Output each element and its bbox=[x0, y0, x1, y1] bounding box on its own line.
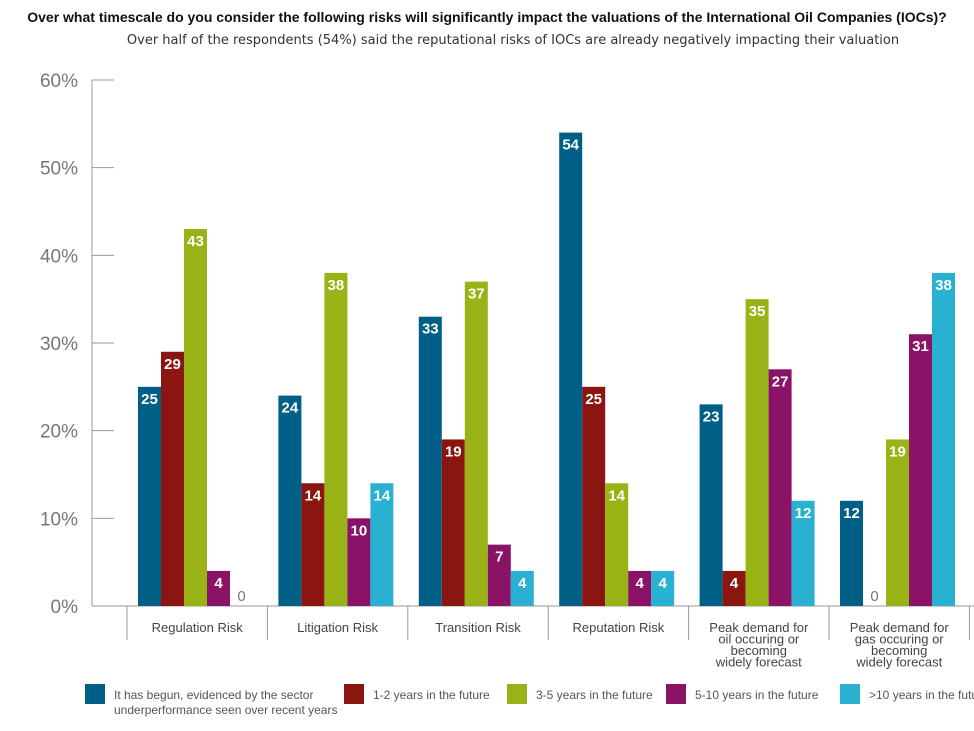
data-label: 4 bbox=[659, 575, 668, 592]
legend-label: 3-5 years in the future bbox=[536, 688, 653, 702]
legend-label: >10 years in the future bbox=[869, 688, 974, 702]
data-label: 31 bbox=[912, 338, 929, 355]
data-label: 14 bbox=[305, 487, 322, 504]
bar bbox=[559, 132, 583, 606]
legend-label: 1-2 years in the future bbox=[373, 688, 490, 702]
bar bbox=[745, 299, 769, 606]
y-tick-label: 30% bbox=[40, 334, 78, 355]
y-tick-label: 60% bbox=[40, 71, 78, 92]
data-label: 37 bbox=[468, 286, 485, 303]
chart-axes: 0% 10% 20% 30% 40% 50% 60% Regulation Risk Litig… bbox=[40, 71, 974, 670]
data-label: 33 bbox=[422, 321, 439, 338]
x-category-label: Transition Risk bbox=[435, 620, 521, 635]
x-category-label: Peak demand for oil occuring or becoming wi… bbox=[709, 620, 809, 670]
bar bbox=[886, 439, 909, 606]
legend-label: 5-10 years in the future bbox=[695, 688, 819, 702]
bar bbox=[510, 570, 534, 606]
x-category-label: Regulation Risk bbox=[152, 620, 244, 635]
data-label: 29 bbox=[164, 356, 181, 373]
bar bbox=[184, 229, 207, 607]
data-label: 25 bbox=[141, 391, 158, 408]
chart-title: Over what timescale do you consider the … bbox=[27, 9, 947, 25]
bar bbox=[464, 281, 488, 606]
data-label: 0 bbox=[237, 588, 245, 605]
data-label: 27 bbox=[772, 373, 789, 390]
bar bbox=[441, 439, 465, 606]
x-category-label: Litigation Risk bbox=[297, 620, 378, 635]
bar bbox=[161, 351, 184, 606]
bar bbox=[791, 500, 815, 606]
legend-label: It has begun, evidenced by the sector und… bbox=[114, 688, 337, 717]
data-label: 0 bbox=[870, 588, 878, 605]
data-label: 19 bbox=[889, 443, 906, 460]
y-tick-label: 40% bbox=[40, 246, 78, 267]
data-label: 23 bbox=[703, 408, 720, 425]
bar bbox=[347, 518, 371, 606]
data-label: 19 bbox=[445, 443, 462, 460]
bar bbox=[301, 483, 325, 606]
legend-swatch bbox=[507, 684, 527, 704]
y-tick-label: 10% bbox=[40, 509, 78, 530]
data-label: 25 bbox=[585, 391, 602, 408]
x-category-label: Peak demand for gas occuring or becoming wi… bbox=[850, 620, 950, 670]
data-label: 35 bbox=[749, 303, 766, 320]
bar bbox=[487, 544, 511, 606]
bar bbox=[138, 386, 161, 606]
chart-legend: It has begun, evidenced by the sector und… bbox=[85, 684, 974, 717]
bar bbox=[605, 483, 629, 606]
bar bbox=[324, 272, 348, 606]
data-label: 54 bbox=[562, 137, 579, 154]
bar bbox=[278, 395, 302, 606]
x-category-label: Reputation Risk bbox=[573, 620, 665, 635]
bar bbox=[840, 500, 863, 606]
bar bbox=[651, 570, 675, 606]
bar bbox=[909, 334, 932, 606]
data-label: 24 bbox=[282, 400, 299, 417]
legend-swatch bbox=[85, 684, 105, 704]
data-label: 4 bbox=[636, 575, 645, 592]
bar bbox=[699, 404, 723, 606]
data-label: 4 bbox=[214, 575, 223, 592]
bar bbox=[370, 483, 394, 606]
bar bbox=[722, 570, 746, 606]
bar bbox=[932, 272, 955, 606]
data-label: 38 bbox=[935, 277, 952, 294]
data-labels: 2524335423122914192540433837143519410742… bbox=[141, 137, 952, 605]
data-label: 12 bbox=[843, 505, 860, 522]
bar-series bbox=[138, 132, 955, 607]
bar bbox=[582, 386, 606, 606]
y-tick-label: 0% bbox=[51, 597, 79, 618]
bar bbox=[418, 316, 442, 606]
data-label: 14 bbox=[374, 487, 391, 504]
data-label: 4 bbox=[518, 575, 527, 592]
y-tick-label: 20% bbox=[40, 422, 78, 443]
bar bbox=[628, 570, 652, 606]
data-label: 43 bbox=[187, 233, 204, 250]
chart-subtitle: Over half of the respondents (54%) said … bbox=[126, 33, 900, 48]
bar bbox=[768, 369, 792, 606]
legend-swatch bbox=[666, 684, 686, 704]
legend-swatch bbox=[344, 684, 364, 704]
data-label: 7 bbox=[495, 549, 503, 566]
data-label: 38 bbox=[328, 277, 345, 294]
y-tick-label: 50% bbox=[40, 159, 78, 180]
data-label: 14 bbox=[608, 487, 625, 504]
data-label: 4 bbox=[730, 575, 739, 592]
bar bbox=[207, 570, 230, 606]
data-label: 10 bbox=[351, 522, 368, 539]
data-label: 12 bbox=[795, 505, 812, 522]
legend-swatch bbox=[840, 684, 860, 704]
